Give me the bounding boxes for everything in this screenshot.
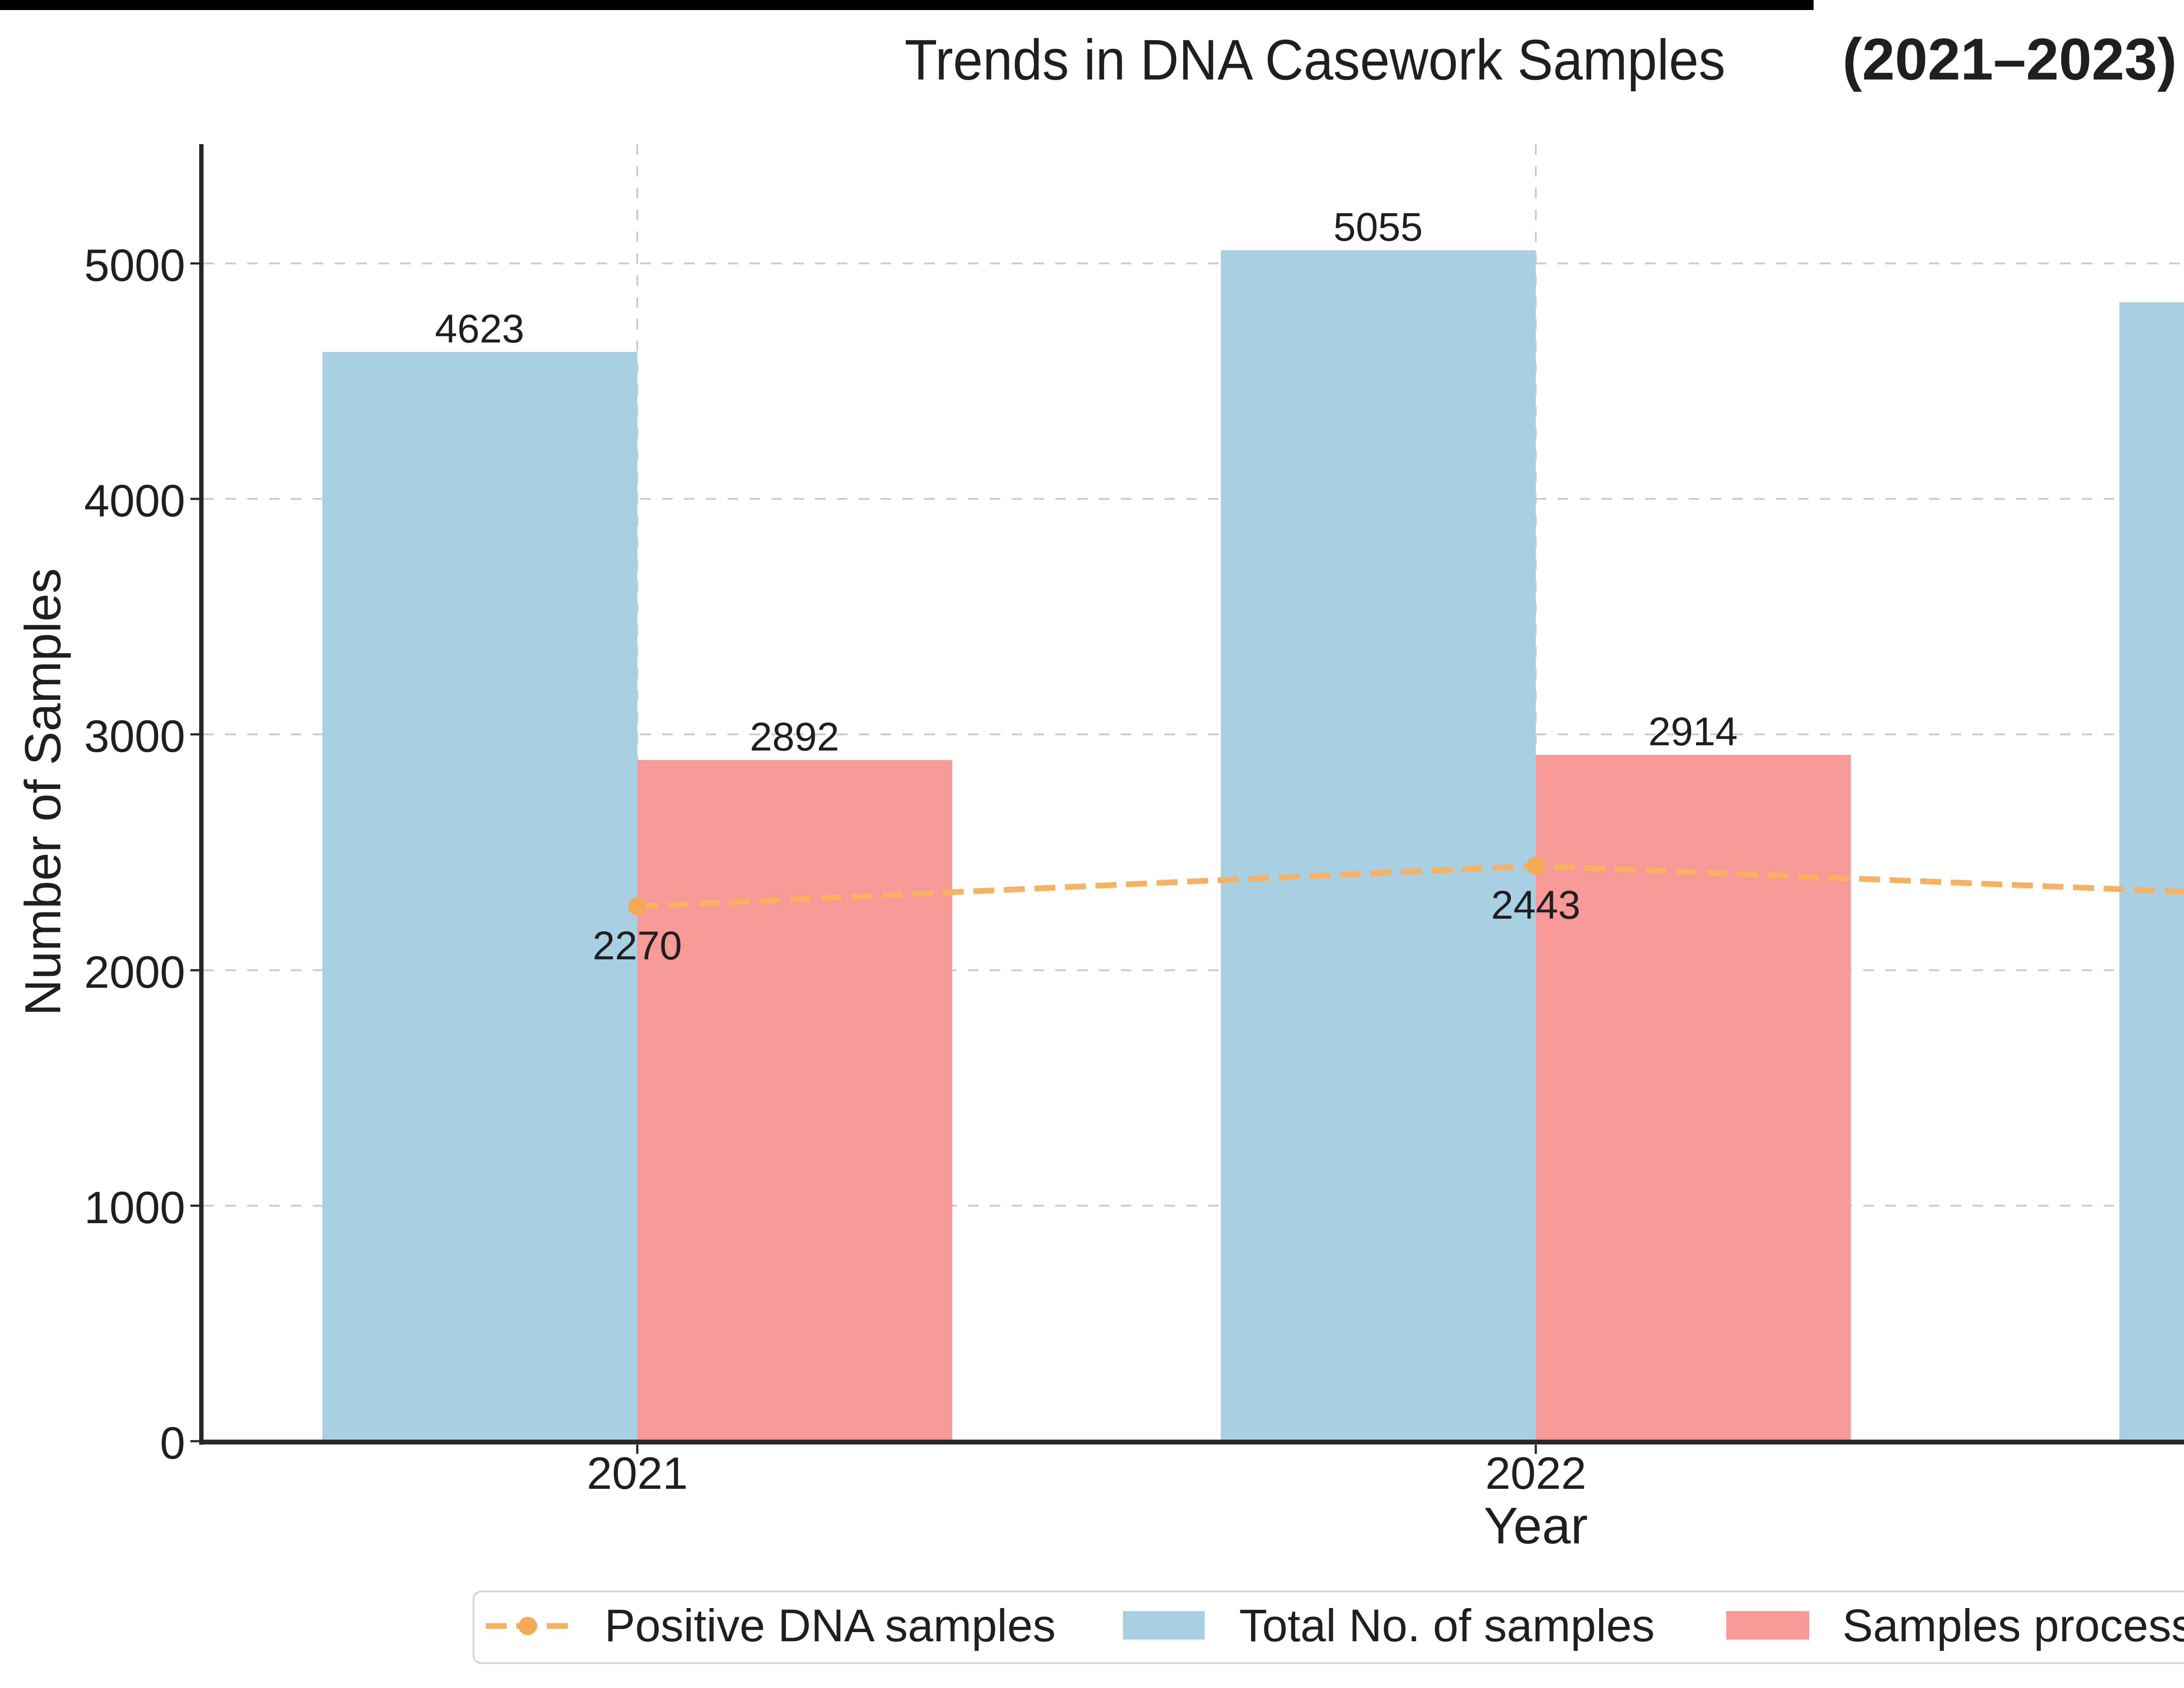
svg-text:Total No. of samples: Total No. of samples	[1239, 1600, 1655, 1651]
svg-text:4000: 4000	[84, 476, 185, 526]
svg-text:5055: 5055	[1334, 205, 1423, 249]
svg-text:2270: 2270	[593, 924, 682, 968]
svg-text:5000: 5000	[84, 240, 185, 291]
svg-text:4623: 4623	[435, 307, 525, 351]
svg-text:Number of Samples: Number of Samples	[14, 568, 71, 1016]
svg-text:Trends in DNA Casework Samples: Trends in DNA Casework Samples	[905, 28, 1725, 92]
svg-text:2021: 2021	[587, 1448, 688, 1499]
svg-text:Year: Year	[1484, 1497, 1588, 1555]
svg-text:2022: 2022	[1485, 1448, 1586, 1499]
svg-text:1000: 1000	[84, 1183, 185, 1233]
svg-text:2000: 2000	[84, 947, 185, 998]
svg-text:Samples processed for DNA prof: Samples processed for DNA profiling	[1842, 1600, 2184, 1651]
svg-text:0: 0	[160, 1418, 185, 1469]
svg-text:(2021–2023): (2021–2023)	[1842, 26, 2177, 92]
svg-text:2892: 2892	[750, 715, 840, 759]
svg-text:2914: 2914	[1648, 709, 1738, 754]
svg-text:Positive DNA samples: Positive DNA samples	[605, 1600, 1056, 1651]
svg-text:3000: 3000	[84, 711, 185, 762]
svg-text:2443: 2443	[1491, 883, 1581, 927]
